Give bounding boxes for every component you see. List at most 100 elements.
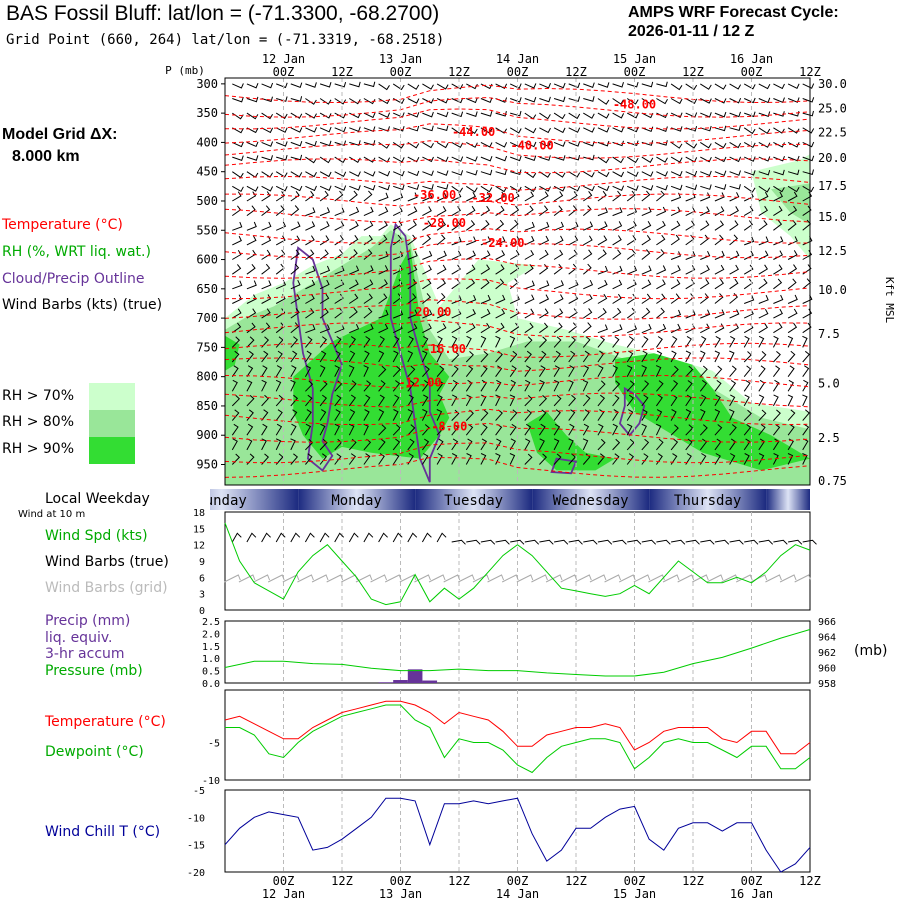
wind-barb xyxy=(802,365,810,377)
wind-barb xyxy=(436,394,443,407)
wind-barb xyxy=(480,278,490,290)
wind-barb xyxy=(612,82,624,88)
wind-barb xyxy=(407,309,418,319)
wind-barb xyxy=(334,380,343,392)
forecast-cycle: AMPS WRF Forecast Cycle: 2026-01-11 / 12… xyxy=(628,3,839,41)
wind-barb xyxy=(466,278,476,290)
top-date-label: 15 Jan xyxy=(613,52,656,66)
rh90-region-right xyxy=(615,353,810,471)
wind-barb xyxy=(524,155,537,162)
wind-barb xyxy=(685,83,698,91)
wind-barb xyxy=(393,251,404,260)
wind-barb xyxy=(729,309,740,319)
wind-barb xyxy=(480,423,488,436)
wind-barb xyxy=(656,220,666,231)
wind-barb xyxy=(451,453,458,465)
wind-barb xyxy=(290,423,297,436)
true-wind-barb xyxy=(466,539,481,545)
wind-barb xyxy=(436,184,449,190)
wind-barb xyxy=(758,264,768,275)
wind-barb xyxy=(348,307,358,319)
wind-barb xyxy=(714,379,722,392)
wind-barb xyxy=(422,424,430,436)
wind-barb xyxy=(758,394,765,407)
grid-point-subtitle: Grid Point (660, 264) lat/lon = (-71.331… xyxy=(6,32,445,48)
true-wind-barb xyxy=(304,532,315,543)
wind-barb xyxy=(495,169,507,176)
wind-barb xyxy=(787,191,798,202)
wind-barb xyxy=(582,365,590,377)
wind-barb xyxy=(290,336,299,348)
wind-barb xyxy=(729,234,739,246)
wind-barb xyxy=(348,438,357,451)
wind-barb xyxy=(436,234,446,246)
wind-barb xyxy=(466,97,478,104)
wind-barb xyxy=(597,365,604,377)
grid-wind-barb xyxy=(677,574,695,583)
wind-barb xyxy=(261,394,270,407)
wind-barb xyxy=(773,236,784,246)
wind-barb xyxy=(363,184,376,191)
wind-barb xyxy=(305,380,314,392)
wind-speed-line xyxy=(224,522,811,606)
wind-barb xyxy=(641,279,652,290)
wind-barbs-grid-label: Wind Barbs (grid) xyxy=(45,580,168,596)
wind-barb xyxy=(539,127,551,134)
wind-barb xyxy=(480,169,493,176)
wind-barb xyxy=(699,234,709,246)
wind-barb xyxy=(802,110,814,117)
wind-barb xyxy=(480,365,488,378)
wind-barb xyxy=(787,322,798,334)
wind-barb xyxy=(597,112,610,119)
wind-barb xyxy=(319,190,329,202)
height-tick-label: 7.5 xyxy=(818,327,840,341)
wind-barb xyxy=(626,336,635,348)
bottom-time-tick-label: 12Z xyxy=(448,874,470,888)
wind-barb xyxy=(422,250,433,260)
precip-bar xyxy=(378,682,394,683)
top-time-tick-label: 12Z xyxy=(331,65,353,79)
wind-barb xyxy=(407,293,417,304)
wind-barb xyxy=(744,170,756,176)
wind-barb xyxy=(378,293,388,304)
wind-barb xyxy=(787,185,800,193)
wind-barb xyxy=(612,336,620,348)
wind-barb xyxy=(700,279,710,290)
true-wind-barb xyxy=(568,539,583,545)
wind-barb xyxy=(714,184,727,190)
wind-barb xyxy=(641,235,651,246)
true-wind-barb xyxy=(729,539,744,545)
wind-barb xyxy=(627,265,638,275)
wind-barb xyxy=(290,221,301,231)
top-time-tick-label: 00Z xyxy=(741,65,763,79)
true-wind-barb xyxy=(319,532,330,543)
wind-barb xyxy=(231,438,238,451)
wind-barb xyxy=(334,81,347,88)
wind-barb xyxy=(553,235,564,246)
legend-rh90-label: RH > 90% xyxy=(2,441,75,457)
wind-barb xyxy=(334,293,344,304)
wind-barb xyxy=(743,127,756,135)
wind-barb xyxy=(407,141,420,149)
wind-barb xyxy=(656,98,668,105)
wind-barb xyxy=(612,235,622,246)
wind-barb xyxy=(422,184,434,190)
wind-barb xyxy=(495,127,508,134)
wind-barbs-true-label: Wind Barbs (true) xyxy=(45,554,169,570)
wind-barb xyxy=(231,379,238,392)
wind-barb xyxy=(597,438,606,451)
model-grid-label: Model Grid ΔX: xyxy=(2,126,118,143)
wind-barb xyxy=(597,423,604,436)
wind-barb xyxy=(553,171,566,178)
wind-barb xyxy=(392,365,401,378)
wind-barb xyxy=(626,112,639,119)
pressure-line xyxy=(224,629,811,677)
wind-barb xyxy=(495,335,501,348)
wind-barb xyxy=(655,423,662,436)
wind-barb xyxy=(758,185,771,193)
wind-barb xyxy=(553,112,566,120)
wind-barb xyxy=(334,423,340,436)
grid-wind-barb xyxy=(428,574,446,583)
wind-barb xyxy=(744,236,755,246)
wind-barb xyxy=(510,97,522,103)
